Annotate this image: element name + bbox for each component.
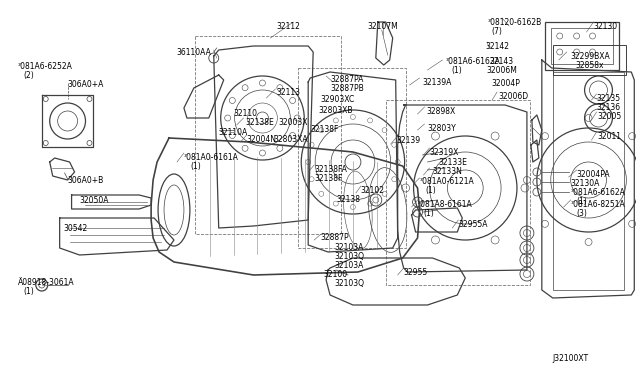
Text: ³08120-6162B: ³08120-6162B	[487, 18, 541, 27]
Text: 32110A: 32110A	[219, 128, 248, 137]
Text: (1): (1)	[424, 209, 435, 218]
Text: 32113: 32113	[276, 88, 300, 97]
Text: 32006M: 32006M	[486, 66, 517, 75]
Text: 32142: 32142	[485, 42, 509, 51]
Text: (7): (7)	[491, 27, 502, 36]
Bar	[386, 100, 530, 285]
Text: 32011: 32011	[598, 132, 621, 141]
Text: 32003X: 32003X	[278, 118, 308, 127]
Text: 32133N: 32133N	[433, 167, 462, 176]
Text: 32004N: 32004N	[246, 135, 276, 144]
Text: ³081A6-6162A: ³081A6-6162A	[445, 57, 500, 66]
Text: 30542: 30542	[63, 224, 88, 233]
Bar	[545, 22, 620, 70]
Text: 32803XA: 32803XA	[273, 135, 308, 144]
Text: 32004PA: 32004PA	[577, 170, 611, 179]
Text: Ä08918-3061A: Ä08918-3061A	[18, 278, 74, 287]
Text: 32050A: 32050A	[79, 196, 109, 205]
Text: (1): (1)	[451, 66, 462, 75]
Text: 32138F: 32138F	[310, 125, 339, 134]
Text: 32858x: 32858x	[575, 61, 604, 70]
Text: 32887P: 32887P	[320, 233, 349, 242]
Bar	[298, 68, 406, 248]
Text: (3): (3)	[577, 209, 588, 218]
Text: ³081A6-8251A: ³081A6-8251A	[571, 200, 625, 209]
Text: 32110: 32110	[234, 109, 258, 118]
Text: 32138: 32138	[336, 195, 360, 204]
Text: 32133E: 32133E	[438, 158, 467, 167]
Text: 32107M: 32107M	[367, 22, 398, 31]
Bar	[551, 28, 613, 64]
Text: (1): (1)	[426, 186, 436, 195]
Bar	[553, 45, 627, 75]
Text: 32955: 32955	[404, 268, 428, 277]
Text: 32139A: 32139A	[422, 78, 452, 87]
Text: 32803Y: 32803Y	[428, 124, 456, 133]
Text: 32005: 32005	[598, 112, 621, 121]
Bar	[195, 36, 341, 234]
Text: 32138F: 32138F	[314, 174, 342, 183]
Text: (1): (1)	[577, 197, 588, 206]
Bar	[553, 72, 625, 290]
Text: 32130: 32130	[593, 22, 618, 31]
Text: 32138E: 32138E	[246, 118, 275, 127]
Text: J32100XT: J32100XT	[553, 354, 589, 363]
Text: 32130A: 32130A	[571, 179, 600, 188]
Text: 36110AA: 36110AA	[177, 48, 211, 57]
Text: ³081A6-6162A: ³081A6-6162A	[571, 188, 625, 197]
Text: ³081A8-6161A: ³081A8-6161A	[417, 200, 472, 209]
Text: ³081A6-6252A: ³081A6-6252A	[18, 62, 73, 71]
Text: (2): (2)	[24, 71, 35, 80]
Text: ³081A0-6121A: ³081A0-6121A	[420, 177, 474, 186]
Text: (1): (1)	[190, 162, 200, 171]
Text: 32903XC: 32903XC	[320, 95, 355, 104]
Text: 306A0+B: 306A0+B	[68, 176, 104, 185]
Text: 32955A: 32955A	[458, 220, 488, 229]
Text: 32139: 32139	[397, 136, 421, 145]
Text: 32135: 32135	[596, 94, 621, 103]
Text: 32004P: 32004P	[491, 79, 520, 88]
Text: 32100: 32100	[323, 270, 348, 279]
Text: 32103Q: 32103Q	[334, 279, 364, 288]
Text: 32803XB: 32803XB	[318, 106, 353, 115]
Text: 32103Q: 32103Q	[334, 252, 364, 261]
Text: 32898X: 32898X	[426, 107, 456, 116]
Text: 32103A: 32103A	[334, 261, 364, 270]
Text: ³081A0-6161A: ³081A0-6161A	[184, 153, 239, 162]
Text: 32112: 32112	[276, 22, 300, 31]
Text: (1): (1)	[24, 287, 35, 296]
Text: 32006D: 32006D	[498, 92, 528, 101]
Text: 32299BXA: 32299BXA	[571, 52, 611, 61]
Text: 306A0+A: 306A0+A	[68, 80, 104, 89]
Text: 32103A: 32103A	[334, 243, 364, 252]
Text: 32887PA: 32887PA	[330, 75, 364, 84]
Text: 32138FA: 32138FA	[314, 165, 347, 174]
Text: 32887PB: 32887PB	[330, 84, 364, 93]
Text: 32319X: 32319X	[429, 148, 459, 157]
Text: 32136: 32136	[596, 103, 621, 112]
Text: 32143: 32143	[489, 57, 513, 66]
Text: 32102: 32102	[361, 186, 385, 195]
